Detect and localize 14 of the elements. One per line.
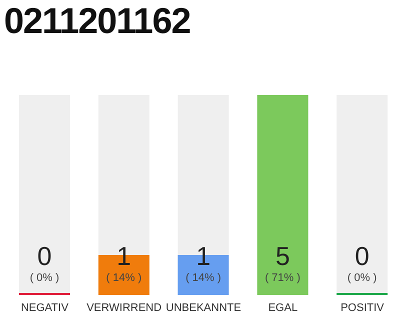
x-tick-label: NEGATIV [20, 302, 70, 314]
data-label: 5 [275, 241, 290, 271]
chart-title: 0211201162 [4, 0, 190, 42]
data-label: 0 [37, 241, 52, 271]
x-tick-label: VERWIRREND [86, 302, 162, 314]
annotation: ( 71% ) [264, 272, 300, 284]
annotation: ( 14% ) [186, 272, 222, 284]
annotation: ( 0% ) [347, 272, 377, 284]
x-tick-label: POSITIV [340, 302, 385, 314]
annotation: ( 0% ) [30, 272, 60, 284]
x-tick-label: EGAL [268, 302, 298, 314]
annotation: ( 14% ) [106, 272, 142, 284]
x-tick-label: UNBEKANNTE [166, 302, 242, 314]
data-label: 0 [354, 241, 370, 271]
